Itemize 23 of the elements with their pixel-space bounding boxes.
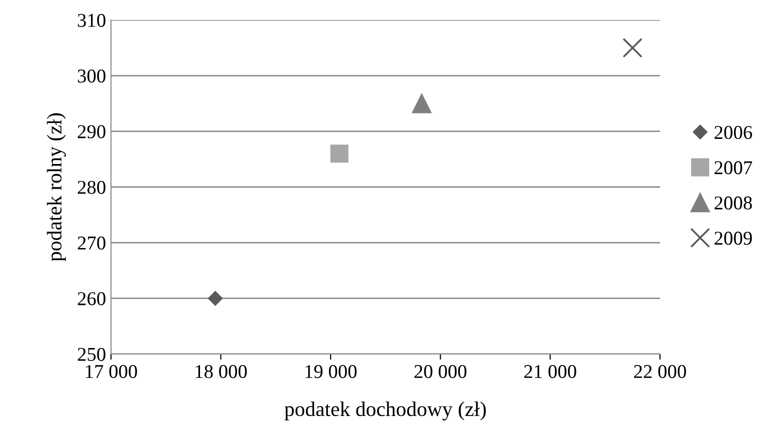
- y-tick-label: 300: [78, 69, 106, 83]
- y-tick-label: 260: [78, 292, 106, 306]
- y-tick-label: 250: [78, 348, 106, 361]
- point: [622, 38, 642, 58]
- x-axis-title: podatek dochodowy (zł): [284, 401, 486, 420]
- legend-label: 2006: [714, 126, 752, 140]
- point: [412, 94, 432, 114]
- x-tick-label: 21 000: [524, 364, 576, 378]
- point: [208, 291, 223, 306]
- legend-label: 2007: [714, 161, 752, 174]
- y-axis-title: podatek rolny (zł): [46, 113, 66, 262]
- legend-label: 2008: [714, 196, 752, 210]
- point: [330, 144, 348, 163]
- y-tick-label: 310: [78, 14, 106, 27]
- legend-label: 2009: [714, 232, 752, 245]
- x-tick-label: 20 000: [414, 364, 466, 378]
- y-tick-label: 280: [78, 180, 106, 194]
- y-tick-label: 270: [78, 236, 106, 250]
- x-tick-label: 18 000: [196, 364, 247, 378]
- x-tick-label: 17 000: [86, 364, 137, 378]
- x-tick-label: 22 000: [634, 364, 686, 378]
- x-tick-label: 19 000: [306, 364, 357, 378]
- y-tick-label: 290: [78, 125, 106, 138]
